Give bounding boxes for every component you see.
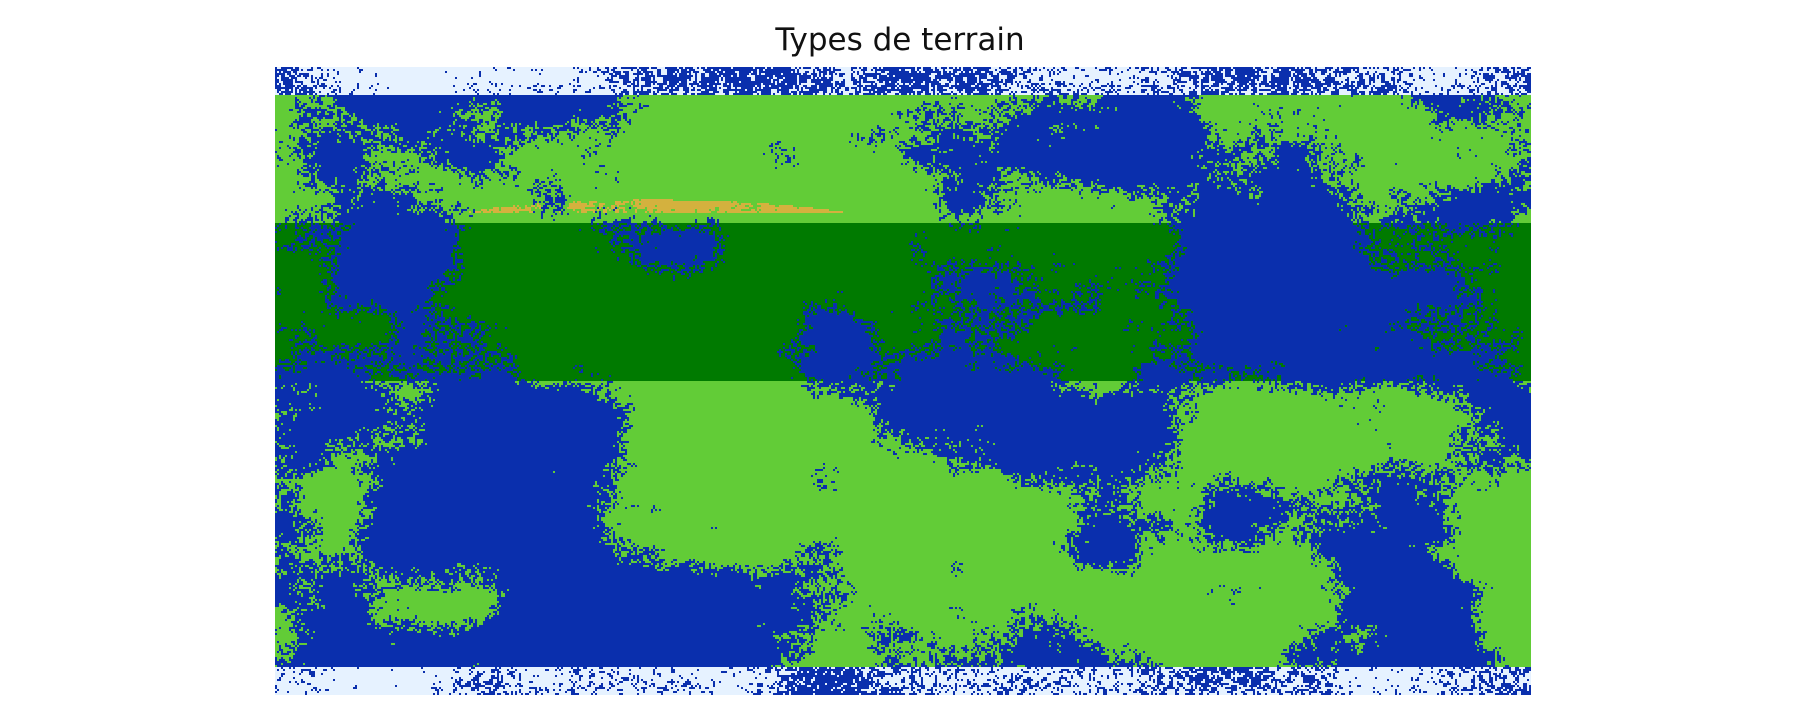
terrain-map <box>275 67 1531 695</box>
chart-title: Types de terrain <box>775 22 1025 58</box>
